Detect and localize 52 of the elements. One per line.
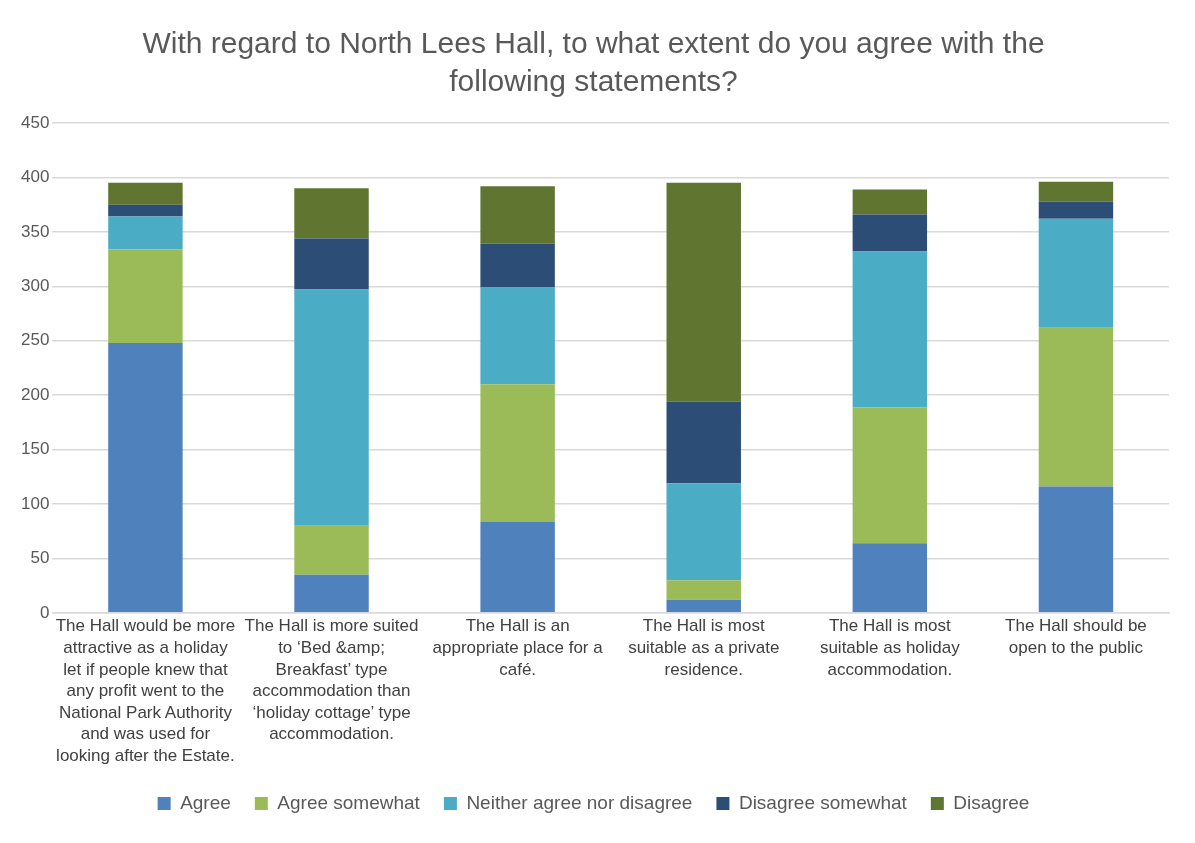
bar	[852, 189, 928, 215]
x-tick-label: The Hall is more suited to ‘Bed &amp; Breakfast’ type accommodation than ‘holiday cottage’ type accommodation.	[244, 616, 419, 744]
bar	[480, 186, 555, 244]
x-tick-label: The Hall is most suitable as a private residence.	[628, 616, 780, 679]
bar	[480, 287, 555, 385]
y-tick-label: 50	[30, 548, 50, 568]
bar	[108, 216, 183, 250]
chart-title: With regard to North Lees Hall, to what extent do you agree with the following statements?	[142, 26, 1045, 97]
legend-label: Disagree	[953, 791, 1030, 813]
y-tick-label: 100	[20, 493, 50, 513]
x-tick-label: The Hall should be open to the public	[1005, 616, 1147, 657]
bar	[666, 483, 741, 581]
bar	[294, 238, 369, 290]
y-tick-label: 200	[20, 384, 50, 404]
bar	[852, 214, 928, 252]
bar	[108, 204, 183, 217]
y-tick-label: 350	[20, 221, 50, 241]
bar	[294, 574, 369, 613]
x-tick-label: The Hall is an appropriate place for a café.	[432, 616, 604, 679]
bar	[480, 243, 555, 288]
bar	[1038, 201, 1114, 219]
bar	[480, 521, 555, 613]
legend-label: Agree	[180, 791, 231, 813]
bar	[108, 249, 183, 343]
bar	[852, 251, 928, 408]
bar	[666, 599, 741, 613]
bar	[666, 401, 741, 484]
y-tick-label: 450	[20, 112, 50, 132]
x-tick-label: The Hall is most suitable as holiday accommodation.	[819, 616, 961, 679]
bar	[1038, 218, 1114, 328]
bar	[108, 182, 183, 205]
y-tick-label: 0	[39, 602, 50, 622]
bar	[294, 525, 369, 575]
bar	[852, 407, 928, 544]
bar	[294, 289, 369, 526]
y-tick-label: 250	[20, 330, 50, 350]
bar	[1038, 486, 1114, 613]
bar	[852, 543, 928, 613]
bar	[666, 182, 741, 402]
y-tick-label: 400	[20, 167, 50, 187]
y-tick-label: 300	[20, 275, 50, 295]
bar	[480, 384, 555, 522]
bar	[294, 188, 369, 239]
y-tick-label: 150	[20, 439, 50, 459]
legend-label: Disagree somewhat	[738, 791, 908, 813]
x-tick-label: The Hall would be more attractive as a holiday let if people knew that any profit went to the National Park Authority and was used for looking after the Estate.	[55, 616, 236, 765]
legend-label: Neither agree nor disagree	[466, 791, 693, 813]
bar	[1038, 327, 1114, 487]
bar	[666, 580, 741, 600]
bar	[108, 342, 183, 613]
legend-label: Agree somewhat	[277, 791, 421, 813]
bar	[1038, 181, 1114, 202]
